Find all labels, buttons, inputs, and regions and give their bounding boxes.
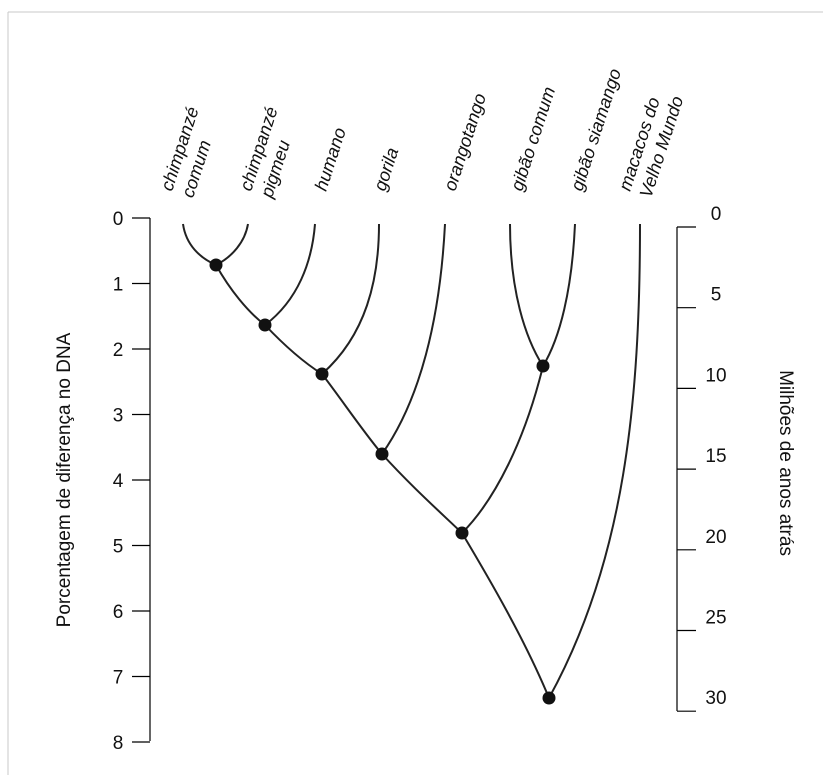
branch-chimpanzee-common <box>182 223 217 266</box>
taxon-label-siamang: gibão siamango <box>567 66 625 193</box>
left-axis-tick-label-5: 5 <box>113 537 124 558</box>
left-axis-tick-label-3: 3 <box>113 406 124 427</box>
left-axis-tick-label-6: 6 <box>113 602 124 623</box>
taxon-labels: chimpanzé comum chimpanzé pigmeu humano … <box>157 66 688 201</box>
branch-human-chimp-clade <box>264 324 323 375</box>
branch-gorilla <box>321 223 380 375</box>
left-axis-tick-label-2: 2 <box>113 340 124 361</box>
left-axis-tick-label-8: 8 <box>113 733 124 754</box>
branch-ape-clade <box>461 532 550 699</box>
branch-common-gibbon <box>509 223 544 367</box>
left-axis-tick-label-1: 1 <box>113 275 124 296</box>
left-axis: 0 1 2 3 4 5 6 7 8 Porcentagem de diferença no DN… <box>54 209 151 754</box>
taxon-label-old-world-monkeys: macacos do Velho Mundo <box>615 87 688 200</box>
node-root <box>542 691 556 705</box>
branch-human <box>264 223 316 326</box>
branch-great-ape-clade <box>381 453 463 534</box>
branch-orangutan <box>381 223 446 455</box>
taxon-label-chimpanzee-common: chimpanzé comum <box>157 99 225 200</box>
branch-gibbon-clade <box>461 365 544 534</box>
left-axis-tick-label-7: 7 <box>113 668 124 689</box>
node-chimpanzees <box>209 258 223 272</box>
taxon-label-orangutan: orangotango <box>440 91 490 193</box>
branch-chimpanzee-pygmy <box>215 223 249 266</box>
branch-african-ape-clade <box>321 373 383 455</box>
tree-branches <box>182 223 641 699</box>
tree-nodes <box>209 258 556 705</box>
right-axis-tick-label-30: 30 <box>705 688 726 709</box>
node-gibbons <box>536 359 550 373</box>
right-axis-tick-label-5: 5 <box>711 285 722 306</box>
left-axis-title: Porcentagem de diferença no DNA <box>54 332 75 627</box>
right-axis: 0 5 10 15 20 25 30 Milhões de anos atrás <box>676 204 796 712</box>
right-axis-tick-label-0: 0 <box>711 204 722 225</box>
right-axis-title: Milhões de anos atrás <box>775 370 796 556</box>
node-hominoids <box>455 526 469 540</box>
left-axis-tick-label-4: 4 <box>113 471 124 492</box>
node-african-apes <box>315 367 329 381</box>
left-axis-tick-label-0: 0 <box>113 209 124 230</box>
right-axis-tick-label-15: 15 <box>705 446 726 467</box>
node-great-apes <box>375 447 389 461</box>
taxon-label-common-gibbon: gibão comum <box>507 84 559 193</box>
taxon-label-chimpanzee-pygmy: chimpanzé pigmeu <box>235 99 304 200</box>
branch-chimp-clade <box>215 264 266 326</box>
taxon-label-human: humano <box>311 125 350 193</box>
right-axis-tick-label-20: 20 <box>705 527 726 548</box>
branch-old-world-monkeys <box>548 223 641 699</box>
branch-siamang <box>542 223 576 367</box>
right-axis-tick-label-25: 25 <box>705 608 726 629</box>
node-human-chimp <box>258 318 272 332</box>
right-axis-tick-label-10: 10 <box>705 365 726 386</box>
taxon-label-gorilla: gorila <box>370 145 403 193</box>
